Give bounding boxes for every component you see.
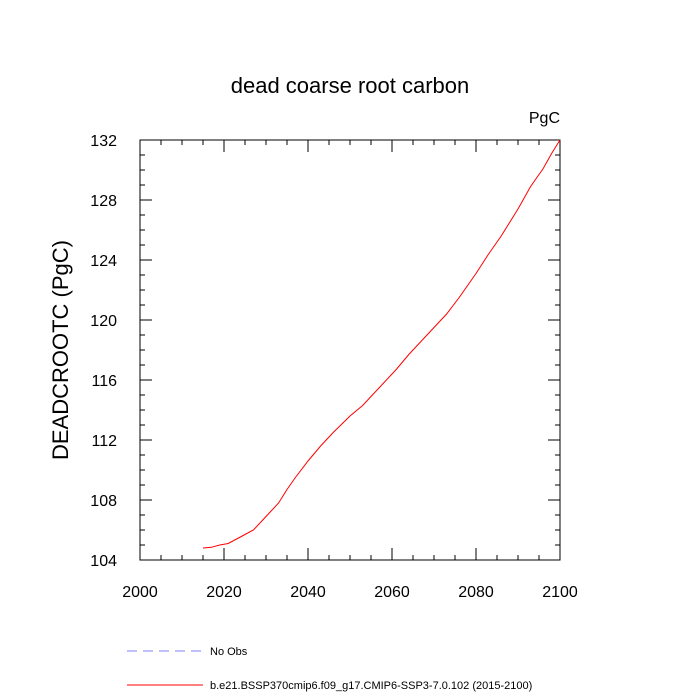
x-tick-label: 2020 [206, 584, 242, 601]
axis-ticks [139, 139, 561, 561]
y-tick-label: 108 [90, 493, 117, 510]
y-tick-label: 104 [90, 553, 117, 570]
x-tick-label: 2040 [290, 584, 326, 601]
legend-label: No Obs [210, 646, 248, 658]
y-tick-label: 128 [90, 193, 117, 210]
x-tick-label: 2000 [122, 584, 158, 601]
legend-label: b.e21.BSSP370cmip6.f09_g17.CMIP6-SSP3-7.… [210, 680, 532, 692]
plot-frame [139, 139, 561, 561]
x-tick-label: 2080 [458, 584, 494, 601]
x-tick-label: 2060 [374, 584, 410, 601]
tick-labels: 2000 2020 2040 2060 2080 2100 104 108 112 116 120 1… [90, 133, 578, 601]
series-lines [202, 139, 561, 549]
y-tick-label: 112 [91, 433, 117, 450]
y-tick-label: 132 [90, 133, 117, 150]
units-label: PgC [529, 110, 560, 127]
y-tick-label: 116 [91, 373, 117, 390]
x-tick-label: 2100 [542, 584, 578, 601]
y-axis-label: DEADCROOTC (PgC) [48, 240, 73, 460]
y-tick-label: 120 [90, 313, 117, 330]
legend: No Obs b.e21.BSSP370cmip6.f09_g17.CMIP6-S… [127, 646, 532, 692]
chart-title: dead coarse root carbon [231, 73, 470, 98]
y-tick-label: 124 [90, 253, 117, 270]
series-line [202, 139, 561, 549]
